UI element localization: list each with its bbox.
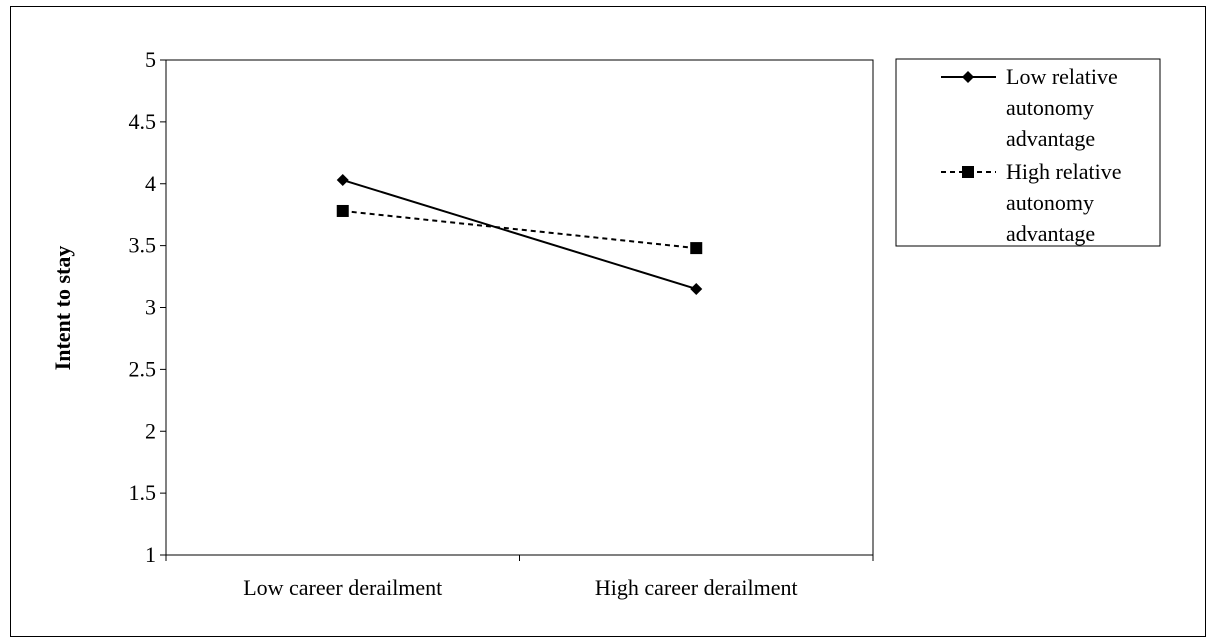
x-tick-label: High career derailment [595,575,798,600]
y-tick-label: 1 [145,542,156,567]
data-point [690,282,703,295]
legend-label: autonomy [1006,190,1094,215]
y-tick-label: 2.5 [129,356,157,381]
y-tick-label: 4 [145,171,156,196]
legend-marker [962,71,974,83]
series-group [336,174,703,295]
y-tick-label: 3 [145,295,156,320]
legend-label: Low relative [1006,64,1118,89]
y-tick-label: 5 [145,47,156,72]
data-point [336,174,349,187]
legend-box [895,58,1161,247]
y-tick-label: 2 [145,418,156,443]
x-tick-label: Low career derailment [243,575,442,600]
data-point [336,204,349,217]
legend-label: High relative [1006,159,1121,184]
series-2 [336,204,703,255]
y-tick-label: 1.5 [129,480,157,505]
legend-label: advantage [1006,126,1095,151]
plot-area-border [165,59,874,556]
legend-label: advantage [1006,221,1095,246]
y-axis-label: Intent to stay [50,246,75,371]
legend-label: autonomy [1006,95,1094,120]
y-tick-label: 4.5 [129,109,157,134]
legend-marker [962,166,974,178]
series-line [342,209,697,250]
series-line [342,179,697,290]
y-tick-label: 3.5 [129,233,157,258]
axes: 1 1.5 2 2.5 3 3.5 4 4.5 5 Low career derailment Hi… [129,47,874,600]
chart-frame [10,6,1206,637]
series-1 [336,174,703,295]
data-point [690,242,703,255]
legend: Low relative autonomy advantage High relati… [895,58,1161,247]
